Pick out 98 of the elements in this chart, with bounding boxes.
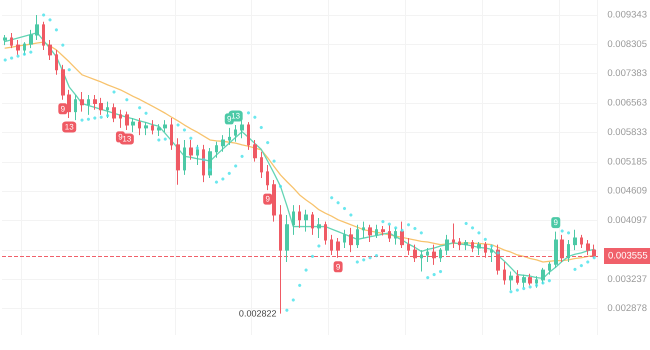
candlestick	[106, 101, 109, 119]
candlestick	[119, 109, 122, 128]
candlestick	[234, 124, 237, 142]
candlestick	[426, 248, 429, 263]
candlestick	[298, 204, 301, 228]
text: 9	[265, 194, 270, 204]
candlestick	[208, 148, 212, 178]
text: 9	[336, 262, 340, 272]
candlestick	[253, 139, 257, 162]
y-tick-label: 0.005185	[607, 156, 647, 168]
candlestick	[170, 118, 173, 150]
candlestick	[131, 118, 135, 133]
candlestick	[10, 32, 13, 49]
y-tick-label: 0.005833	[607, 126, 647, 138]
candlestick	[151, 120, 154, 135]
candlestick	[458, 238, 461, 251]
candlestick	[400, 221, 404, 249]
candlestick	[567, 240, 570, 263]
candlestick	[445, 234, 449, 256]
candlestick	[183, 139, 186, 176]
candlestick	[42, 21, 45, 50]
candlestick	[368, 224, 372, 243]
candlestick	[112, 103, 116, 123]
text: 9	[60, 104, 66, 114]
candlestick	[215, 141, 218, 158]
candlestick	[324, 221, 327, 246]
y-tick-label: 0.009343	[607, 9, 647, 20]
candlestick	[196, 144, 199, 166]
candlestick	[356, 224, 359, 249]
text: 13	[231, 112, 240, 121]
candlestick	[266, 164, 269, 191]
y-tick-label: 0.002878	[607, 303, 647, 314]
candlestick	[292, 204, 295, 236]
candlestick	[61, 64, 65, 100]
candlestick	[260, 151, 263, 178]
text: 0.002822	[238, 308, 276, 319]
y-tick-label: 0.006563	[607, 98, 647, 109]
candlestick	[503, 262, 506, 286]
candlestick	[535, 276, 538, 288]
candlestick	[3, 34, 7, 46]
text: 13	[122, 134, 132, 144]
candlestick	[343, 229, 346, 249]
candlestick	[144, 122, 148, 136]
text: 9	[118, 132, 123, 142]
candlestick	[554, 231, 558, 268]
candlestick	[228, 127, 231, 146]
candlestick	[99, 97, 103, 116]
candlestick	[573, 229, 577, 251]
y-tick-label: 0.004097	[607, 215, 647, 226]
candlestick	[29, 29, 33, 49]
candlestick	[464, 240, 468, 251]
candlestick	[317, 217, 321, 239]
candlestick	[490, 244, 493, 263]
candlestick	[138, 118, 141, 136]
candlestick	[388, 224, 391, 243]
candlestick	[349, 227, 353, 253]
y-tick-label: 0.008305	[607, 38, 647, 50]
candlestick	[477, 242, 481, 256]
candlestick	[439, 248, 442, 263]
candlestick	[87, 94, 90, 116]
candlestick	[55, 49, 58, 76]
candlestick	[163, 120, 167, 133]
candlestick	[548, 262, 551, 276]
candlestick	[311, 212, 314, 236]
candlestick	[221, 134, 225, 152]
candlestick	[74, 94, 77, 121]
candlestick	[330, 234, 333, 256]
candlestick	[471, 240, 474, 253]
candlestick	[23, 42, 26, 56]
text: 13	[64, 122, 74, 132]
candlestick	[157, 124, 161, 137]
candlestick	[362, 221, 365, 239]
y-tick-label: 0.007383	[607, 68, 647, 80]
candlestick	[516, 270, 519, 286]
ref-line-label: 0.003555	[608, 250, 648, 262]
candlestick	[93, 94, 97, 110]
candlestick	[304, 209, 308, 232]
y-tick-label: 0.004609	[607, 186, 647, 197]
candlestick	[407, 238, 410, 256]
candlestick	[247, 122, 250, 150]
candlestick	[125, 111, 129, 131]
text: 9	[227, 114, 232, 124]
candlestick	[35, 14, 39, 41]
candlestick	[522, 274, 526, 288]
candlestick	[285, 214, 289, 263]
candlestick	[375, 224, 378, 239]
candlestick	[580, 234, 583, 249]
candlestick	[381, 225, 385, 236]
y-tick-label: 0.003237	[607, 274, 647, 285]
candlestick	[176, 138, 180, 186]
candlestick	[48, 40, 52, 60]
text: 9	[554, 218, 558, 228]
candlestick	[541, 267, 545, 284]
candlestick	[394, 227, 397, 246]
candlestick	[560, 234, 564, 263]
candlestick	[420, 250, 423, 272]
candlestick	[452, 222, 455, 249]
candlestick	[80, 92, 84, 112]
